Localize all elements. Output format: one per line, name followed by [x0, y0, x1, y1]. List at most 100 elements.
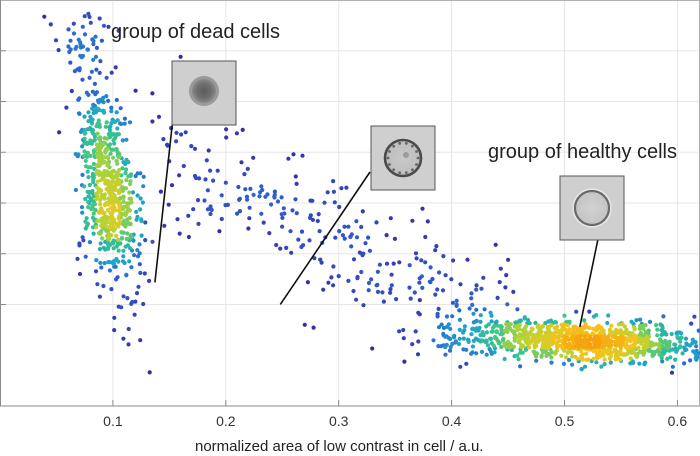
- data-point: [369, 277, 374, 282]
- data-point: [495, 295, 500, 300]
- data-point: [519, 336, 525, 341]
- x-tick-label: 0.5: [555, 413, 575, 429]
- data-point: [549, 360, 554, 365]
- data-point: [127, 120, 133, 125]
- data-point: [106, 202, 111, 207]
- data-point: [106, 231, 111, 237]
- data-point: [461, 336, 466, 341]
- data-point: [83, 196, 88, 202]
- data-point: [82, 136, 87, 141]
- data-point: [366, 288, 371, 293]
- data-point: [530, 335, 535, 340]
- data-point: [121, 254, 126, 259]
- data-point: [433, 292, 438, 297]
- data-point: [348, 234, 353, 239]
- data-point: [299, 244, 304, 250]
- data-point: [688, 358, 693, 363]
- data-point: [245, 166, 250, 171]
- data-point: [632, 325, 637, 330]
- data-point: [570, 354, 575, 359]
- data-point: [478, 313, 483, 318]
- data-point: [473, 319, 478, 324]
- data-point: [346, 278, 351, 283]
- data-point: [114, 233, 119, 238]
- data-point: [247, 216, 252, 221]
- data-point: [91, 110, 96, 116]
- data-point: [202, 198, 207, 203]
- x-tick-label: 0.4: [442, 413, 462, 429]
- data-point: [300, 153, 305, 158]
- data-point: [83, 219, 88, 224]
- data-point: [690, 341, 695, 346]
- data-point: [120, 166, 125, 171]
- data-point: [499, 344, 504, 350]
- data-point: [138, 196, 143, 201]
- data-point: [678, 339, 683, 344]
- data-point: [377, 262, 382, 267]
- data-point: [618, 334, 624, 339]
- data-point: [467, 306, 472, 311]
- data-point: [559, 353, 564, 358]
- data-point: [98, 178, 104, 183]
- data-point: [539, 329, 544, 334]
- data-point: [610, 334, 616, 339]
- data-point: [658, 337, 663, 342]
- data-point: [302, 322, 307, 327]
- data-point: [624, 344, 629, 349]
- data-point: [693, 351, 698, 356]
- data-point: [91, 177, 96, 182]
- data-point: [108, 151, 113, 156]
- data-point: [219, 193, 224, 198]
- data-point: [296, 237, 301, 242]
- data-point: [473, 328, 478, 333]
- data-point: [109, 105, 114, 110]
- data-point: [594, 360, 599, 365]
- data-point: [363, 241, 368, 246]
- data-point: [669, 370, 675, 375]
- data-point: [659, 355, 664, 360]
- data-point: [506, 257, 511, 262]
- data-point: [72, 69, 77, 74]
- data-point: [523, 347, 529, 352]
- data-point: [90, 106, 95, 111]
- data-point: [481, 275, 486, 280]
- data-point: [91, 231, 96, 236]
- data-point: [666, 341, 672, 346]
- data-point: [618, 345, 624, 350]
- data-point: [640, 349, 645, 354]
- data-point: [336, 274, 341, 279]
- data-point: [90, 206, 95, 211]
- data-point: [217, 229, 222, 234]
- data-point: [96, 100, 101, 105]
- cell-granule: [386, 156, 390, 160]
- data-point: [441, 254, 446, 259]
- data-point: [78, 45, 83, 50]
- data-point: [90, 89, 95, 94]
- data-point: [88, 118, 93, 123]
- data-point: [77, 243, 82, 248]
- data-point: [225, 202, 230, 207]
- data-point: [192, 146, 198, 151]
- data-point: [469, 332, 474, 337]
- data-point: [592, 342, 598, 347]
- data-point: [575, 356, 580, 361]
- healthy-cells-label: group of healthy cells: [488, 141, 677, 163]
- data-point: [482, 307, 487, 312]
- data-point: [582, 364, 588, 369]
- data-point: [123, 244, 128, 249]
- data-point: [105, 208, 111, 213]
- data-point: [549, 323, 554, 328]
- data-point: [121, 160, 126, 165]
- data-point: [101, 245, 106, 250]
- data-point: [272, 189, 277, 194]
- data-point: [478, 319, 483, 324]
- data-point: [124, 167, 129, 172]
- data-point: [574, 329, 580, 334]
- data-point: [694, 344, 699, 349]
- data-point: [89, 198, 94, 203]
- data-point: [116, 221, 121, 226]
- data-point: [435, 314, 440, 319]
- data-point: [112, 141, 117, 146]
- data-point: [106, 98, 111, 103]
